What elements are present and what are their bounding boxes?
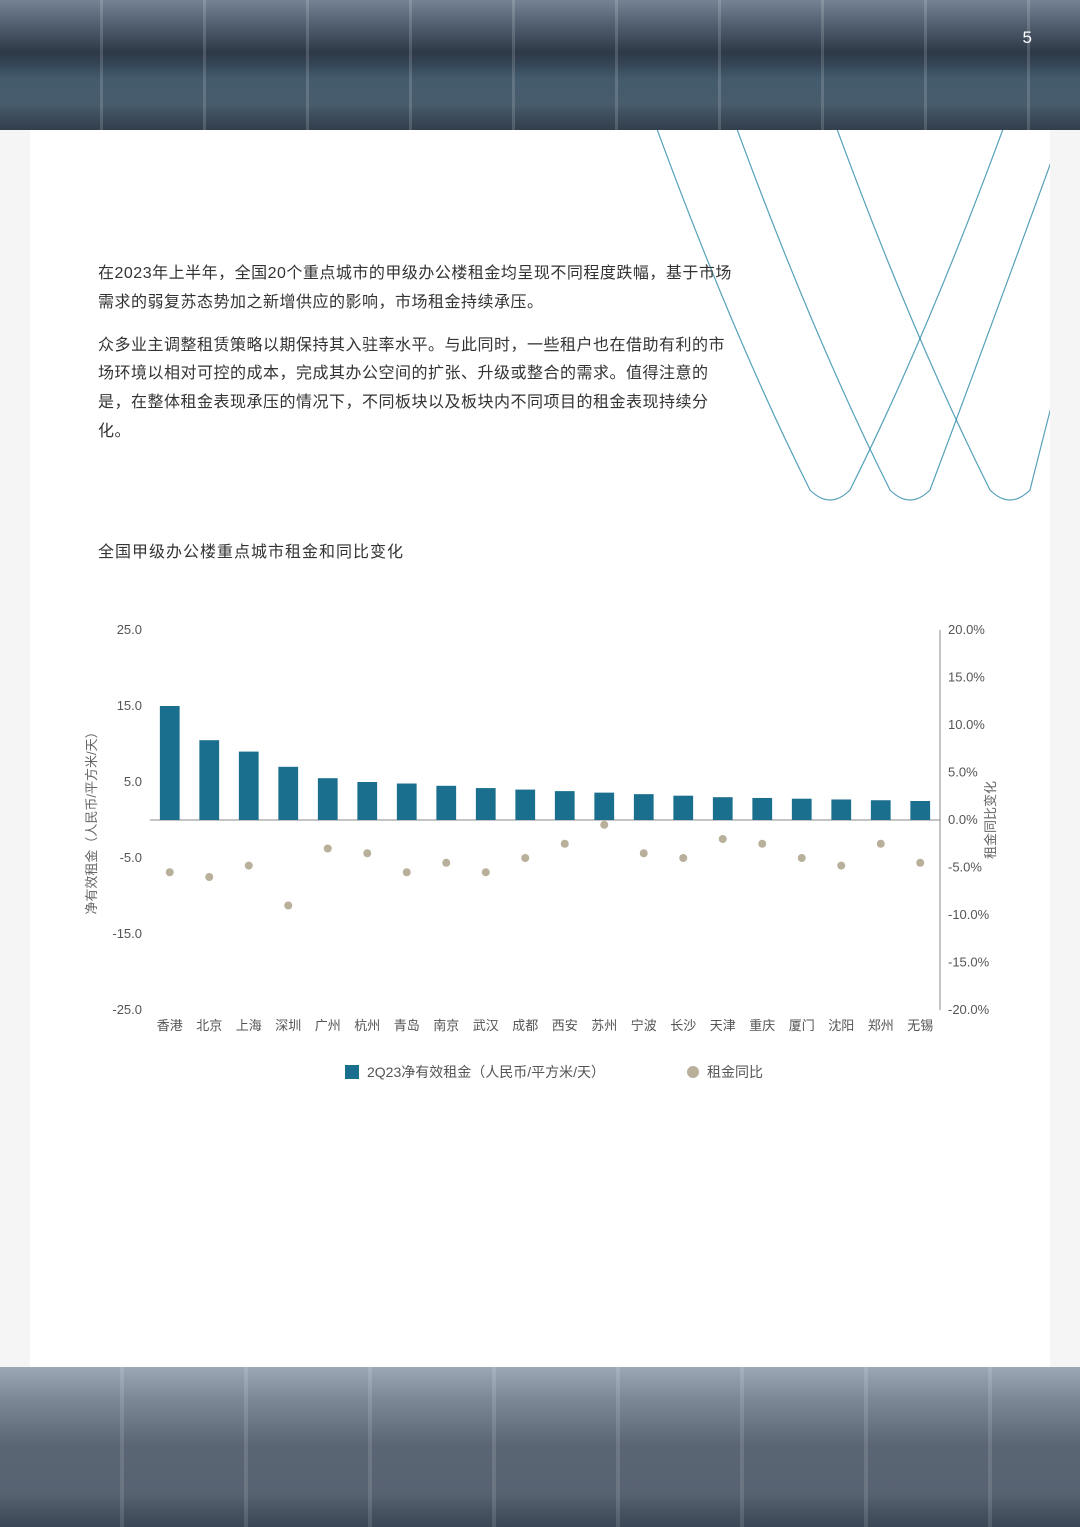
rent-chart: 25.0 15.0 5.0 -5.0 -15.0 -25.0 20.0% 15.0% 10.0%… xyxy=(80,620,1010,1140)
svg-text:香港: 香港 xyxy=(157,1018,183,1033)
svg-text:净有效租金（人民币/平方米/天）: 净有效租金（人民币/平方米/天） xyxy=(84,725,99,914)
svg-text:0.0%: 0.0% xyxy=(948,812,978,827)
svg-text:杭州: 杭州 xyxy=(354,1018,380,1033)
body-text: 在2023年上半年，全国20个重点城市的甲级办公楼租金均呈现不同程度跌幅，基于市… xyxy=(98,260,738,461)
svg-text:20.0%: 20.0% xyxy=(948,622,985,637)
paragraph-2: 众多业主调整租赁策略以期保持其入驻率水平。与此同时，一些租户也在借助有利的市场环… xyxy=(98,332,738,447)
content-panel: 在2023年上半年，全国20个重点城市的甲级办公楼租金均呈现不同程度跌幅，基于市… xyxy=(30,130,1050,1367)
svg-text:成都: 成都 xyxy=(512,1018,538,1033)
svg-text:-25.0: -25.0 xyxy=(112,1002,142,1017)
svg-text:苏州: 苏州 xyxy=(591,1018,617,1033)
svg-text:10.0%: 10.0% xyxy=(948,717,985,732)
svg-text:15.0%: 15.0% xyxy=(948,670,985,685)
svg-text:重庆: 重庆 xyxy=(749,1018,775,1033)
svg-text:租金同比变化: 租金同比变化 xyxy=(983,781,998,859)
svg-text:-5.0: -5.0 xyxy=(120,850,142,865)
svg-text:宁波: 宁波 xyxy=(631,1018,657,1033)
svg-text:5.0: 5.0 xyxy=(124,774,142,789)
svg-text:北京: 北京 xyxy=(196,1018,222,1033)
page-number: 5 xyxy=(1023,28,1032,48)
svg-text:5.0%: 5.0% xyxy=(948,765,978,780)
svg-text:沈阳: 沈阳 xyxy=(828,1018,854,1033)
svg-text:广州: 广州 xyxy=(315,1018,341,1033)
svg-text:青岛: 青岛 xyxy=(394,1018,420,1033)
header-photo: 5 xyxy=(0,0,1080,130)
svg-text:-5.0%: -5.0% xyxy=(948,860,982,875)
svg-text:深圳: 深圳 xyxy=(275,1018,301,1033)
svg-text:武汉: 武汉 xyxy=(473,1018,499,1033)
svg-text:-20.0%: -20.0% xyxy=(948,1002,990,1017)
svg-text:无锡: 无锡 xyxy=(907,1018,933,1033)
svg-text:25.0: 25.0 xyxy=(117,622,142,637)
paragraph-1: 在2023年上半年，全国20个重点城市的甲级办公楼租金均呈现不同程度跌幅，基于市… xyxy=(98,260,738,318)
svg-text:上海: 上海 xyxy=(236,1018,262,1033)
svg-text:-15.0%: -15.0% xyxy=(948,955,990,970)
svg-text:南京: 南京 xyxy=(433,1018,459,1033)
footer-photo xyxy=(0,1367,1080,1527)
svg-text:厦门: 厦门 xyxy=(789,1018,815,1033)
svg-text:长沙: 长沙 xyxy=(670,1018,696,1033)
svg-text:-10.0%: -10.0% xyxy=(948,907,990,922)
svg-text:-15.0: -15.0 xyxy=(112,926,142,941)
svg-text:租金同比: 租金同比 xyxy=(707,1064,763,1080)
chart-title: 全国甲级办公楼重点城市租金和同比变化 xyxy=(98,538,404,562)
svg-text:天津: 天津 xyxy=(710,1018,736,1033)
svg-text:2Q23净有效租金（人民币/平方米/天）: 2Q23净有效租金（人民币/平方米/天） xyxy=(367,1064,605,1080)
svg-text:郑州: 郑州 xyxy=(868,1018,894,1033)
svg-text:15.0: 15.0 xyxy=(117,698,142,713)
svg-text:西安: 西安 xyxy=(552,1018,578,1033)
